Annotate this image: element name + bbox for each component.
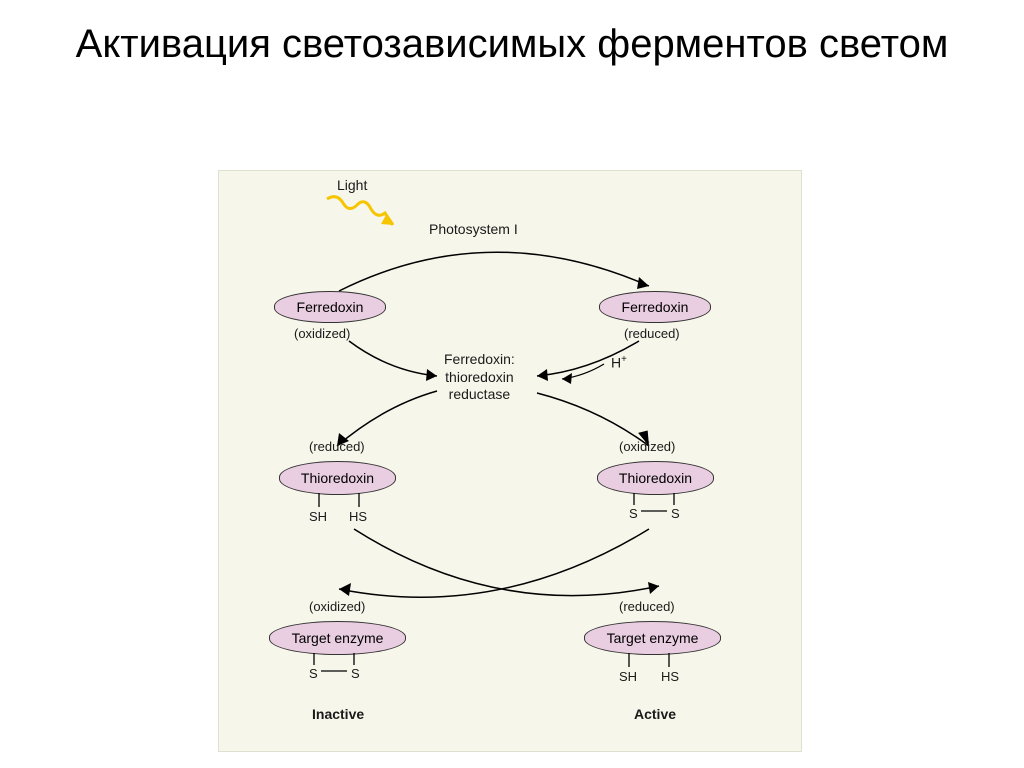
active-label: Active [634, 706, 676, 722]
slide-title: Активация светозависимых ферментов свето… [0, 20, 1024, 68]
right-cycle-arrows-icon [519, 321, 709, 461]
ferredoxin-right-node: Ferredoxin [599, 291, 711, 323]
thioredoxin-left-node: Thioredoxin [279, 461, 396, 495]
light-label: Light [337, 177, 367, 193]
sh-br-2: HS [661, 669, 679, 684]
oxidized-mid-right: (oxidized) [619, 439, 675, 454]
ss-bl-1: S [309, 666, 318, 681]
oxidized-bot-left: (oxidized) [309, 599, 365, 614]
ss-bl-2: S [351, 666, 360, 681]
reduced-bot-right: (reduced) [619, 599, 675, 614]
diagram-panel: Light Photosystem I Ferredoxin (oxidized… [218, 170, 802, 752]
thioredoxin-right-node: Thioredoxin [597, 461, 714, 495]
target-enzyme-right-node: Target enzyme [584, 621, 721, 655]
ferredoxin-left-node: Ferredoxin [274, 291, 386, 323]
sh-br-1: SH [619, 669, 637, 684]
arc-top-icon [309, 231, 669, 301]
reduced-mid-left: (reduced) [309, 439, 365, 454]
target-enzyme-left-node: Target enzyme [269, 621, 406, 655]
inactive-label: Inactive [312, 706, 364, 722]
